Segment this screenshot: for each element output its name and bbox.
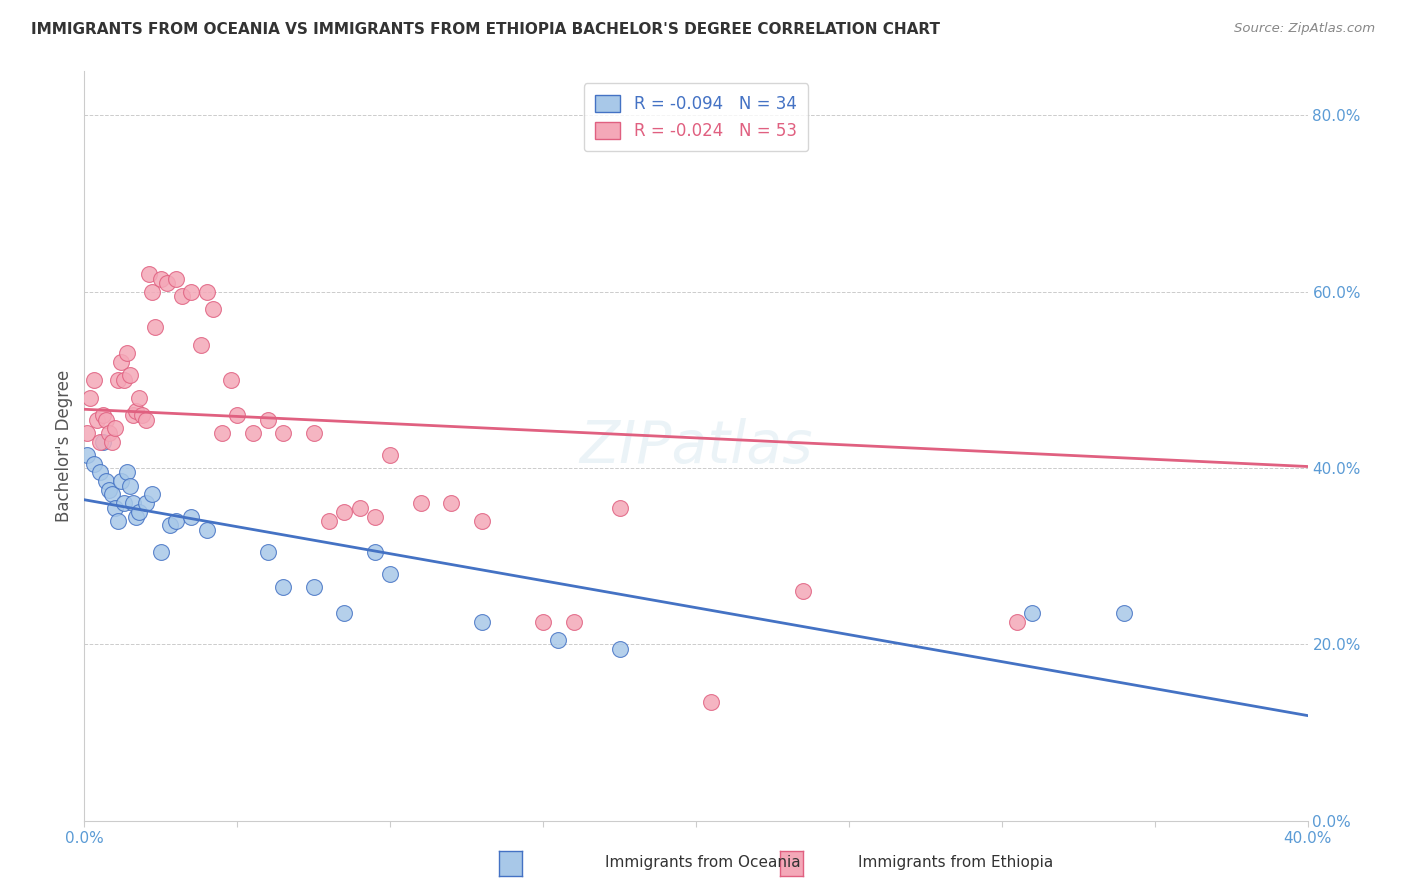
Point	[302, 425, 325, 440]
Point	[120, 478, 142, 492]
Point	[115, 346, 138, 360]
Point	[149, 271, 172, 285]
Point	[79, 391, 101, 405]
Point	[97, 425, 120, 440]
Point	[471, 615, 494, 630]
Point	[122, 408, 145, 422]
Point	[112, 496, 135, 510]
Point	[226, 408, 249, 422]
Point	[271, 580, 294, 594]
Point	[125, 403, 148, 417]
Point	[89, 434, 111, 449]
Point	[380, 566, 402, 581]
Point	[91, 408, 114, 422]
Point	[89, 466, 111, 480]
Point	[1021, 607, 1043, 621]
Point	[156, 276, 179, 290]
Point	[380, 448, 402, 462]
Point	[364, 509, 387, 524]
Point	[609, 500, 631, 515]
Text: IMMIGRANTS FROM OCEANIA VS IMMIGRANTS FROM ETHIOPIA BACHELOR'S DEGREE CORRELATIO: IMMIGRANTS FROM OCEANIA VS IMMIGRANTS FR…	[31, 22, 941, 37]
Point	[172, 289, 194, 303]
Point	[409, 496, 432, 510]
Point	[792, 584, 814, 599]
Point	[110, 355, 132, 369]
Point	[211, 425, 233, 440]
Point	[128, 505, 150, 519]
Point	[700, 695, 723, 709]
Point	[128, 391, 150, 405]
Point	[180, 509, 202, 524]
Point	[242, 425, 264, 440]
Point	[101, 487, 124, 501]
Point	[1114, 607, 1136, 621]
Point	[122, 496, 145, 510]
Point	[562, 615, 585, 630]
Point	[219, 373, 242, 387]
Point	[190, 337, 212, 351]
Point	[141, 487, 163, 501]
Point	[349, 500, 371, 515]
Point	[104, 500, 127, 515]
Point	[83, 373, 105, 387]
Point	[333, 607, 356, 621]
Point	[364, 545, 387, 559]
Point	[471, 514, 494, 528]
Point	[257, 545, 280, 559]
Point	[115, 466, 138, 480]
Point	[165, 271, 187, 285]
Text: Source: ZipAtlas.com: Source: ZipAtlas.com	[1234, 22, 1375, 36]
Point	[159, 518, 181, 533]
Point	[531, 615, 554, 630]
Point	[143, 320, 166, 334]
Point	[149, 545, 172, 559]
Point	[91, 434, 114, 449]
Point	[107, 373, 129, 387]
Point	[101, 434, 124, 449]
Point	[165, 514, 187, 528]
Point	[110, 475, 132, 489]
Point	[112, 373, 135, 387]
Text: ZIPatlas: ZIPatlas	[579, 417, 813, 475]
Point	[257, 412, 280, 426]
Point	[201, 302, 224, 317]
Point	[195, 285, 218, 299]
Legend: R = -0.094   N = 34, R = -0.024   N = 53: R = -0.094 N = 34, R = -0.024 N = 53	[583, 84, 808, 152]
Text: Immigrants from Oceania: Immigrants from Oceania	[605, 855, 801, 870]
Point	[271, 425, 294, 440]
Y-axis label: Bachelor's Degree: Bachelor's Degree	[55, 370, 73, 522]
Point	[104, 421, 127, 435]
Point	[120, 368, 142, 383]
Point	[94, 475, 117, 489]
Text: Immigrants from Ethiopia: Immigrants from Ethiopia	[859, 855, 1053, 870]
Point	[83, 457, 105, 471]
Point	[333, 505, 356, 519]
Point	[318, 514, 340, 528]
Point	[94, 412, 117, 426]
Point	[107, 514, 129, 528]
Point	[76, 448, 98, 462]
Point	[141, 285, 163, 299]
Point	[440, 496, 463, 510]
Point	[1005, 615, 1028, 630]
Point	[125, 509, 148, 524]
Point	[195, 523, 218, 537]
Point	[135, 496, 157, 510]
Point	[76, 425, 98, 440]
Point	[138, 267, 160, 281]
Point	[97, 483, 120, 497]
Point	[180, 285, 202, 299]
Point	[135, 412, 157, 426]
Point	[547, 632, 569, 647]
Point	[609, 641, 631, 656]
Point	[86, 412, 108, 426]
Point	[302, 580, 325, 594]
Point	[131, 408, 153, 422]
